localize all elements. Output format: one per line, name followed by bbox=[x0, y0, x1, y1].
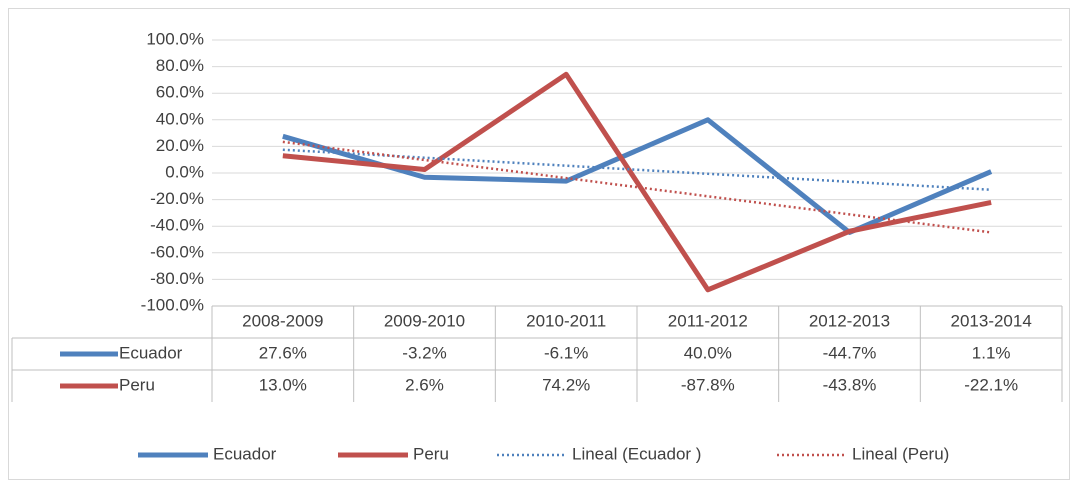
x-tick-label: 2012-2013 bbox=[809, 311, 890, 330]
x-tick-label: 2008-2009 bbox=[242, 311, 323, 330]
data-label: -87.8% bbox=[681, 375, 735, 394]
y-tick-label: 80.0% bbox=[156, 56, 204, 75]
data-label: -6.1% bbox=[544, 343, 588, 362]
table-row-label: Peru bbox=[119, 375, 155, 394]
data-label: 27.6% bbox=[259, 343, 307, 362]
data-label: 13.0% bbox=[259, 375, 307, 394]
trend-line bbox=[282, 148, 992, 192]
y-tick-label: -40.0% bbox=[150, 216, 204, 235]
data-label: -3.2% bbox=[402, 343, 446, 362]
data-label: -43.8% bbox=[823, 375, 877, 394]
line bbox=[282, 71, 992, 293]
legend-label: Lineal (Ecuador ) bbox=[572, 444, 701, 463]
y-tick-label: 60.0% bbox=[156, 83, 204, 102]
legend-label: Ecuador bbox=[213, 444, 277, 463]
x-tick-label: 2013-2014 bbox=[951, 311, 1032, 330]
data-label: -44.7% bbox=[823, 343, 877, 362]
table-row-label: Ecuador bbox=[119, 343, 183, 362]
x-tick-label: 2009-2010 bbox=[384, 311, 465, 330]
y-tick-label: 40.0% bbox=[156, 109, 204, 128]
y-tick-label: 20.0% bbox=[156, 136, 204, 155]
y-tick-label: 0.0% bbox=[165, 162, 204, 181]
data-label: -22.1% bbox=[964, 375, 1018, 394]
chart-border bbox=[8, 8, 1070, 480]
line bbox=[282, 117, 993, 235]
legend-label: Lineal (Peru) bbox=[852, 444, 949, 463]
y-tick-label: -100.0% bbox=[141, 295, 204, 314]
data-label: 40.0% bbox=[684, 343, 732, 362]
x-tick-label: 2011-2012 bbox=[668, 311, 748, 330]
y-tick-label: -60.0% bbox=[150, 242, 204, 261]
y-tick-label: -20.0% bbox=[150, 189, 204, 208]
y-tick-label: 100.0% bbox=[146, 29, 204, 48]
trend-line bbox=[282, 140, 992, 234]
data-label: 2.6% bbox=[405, 375, 444, 394]
data-label: 74.2% bbox=[542, 375, 590, 394]
x-tick-label: 2010-2011 bbox=[526, 311, 606, 330]
data-label: 1.1% bbox=[972, 343, 1011, 362]
y-tick-label: -80.0% bbox=[150, 269, 204, 288]
legend-label: Peru bbox=[413, 444, 449, 463]
